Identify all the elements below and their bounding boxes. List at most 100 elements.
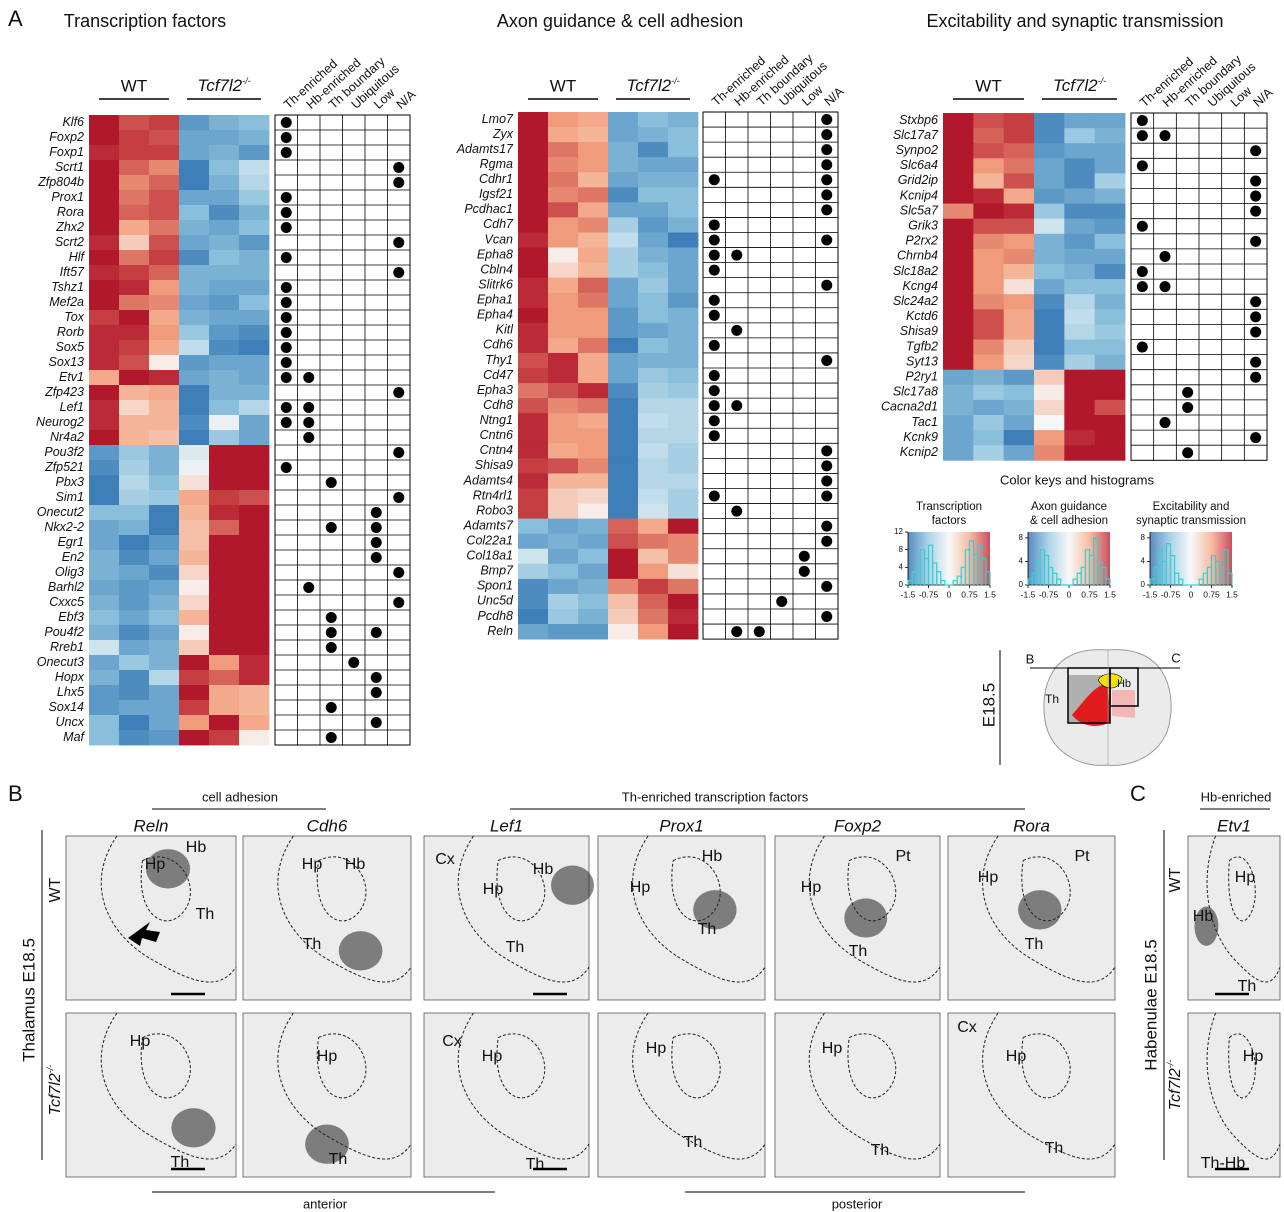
region-label: Hp: [483, 881, 504, 898]
heat-cell: [179, 280, 209, 295]
heat-cell: [179, 265, 209, 280]
heat-cell: [209, 250, 239, 265]
gene-label: Scrt1: [55, 160, 84, 174]
heat-cell: [209, 160, 239, 175]
region-label: Hp: [978, 869, 999, 886]
heat-cell: [973, 324, 1004, 340]
dot: [393, 597, 404, 608]
group-header: Hb-enriched: [1201, 789, 1272, 804]
dot: [303, 432, 314, 443]
gene-label: Adamts17: [456, 142, 514, 156]
gene-label: Zfp521: [44, 460, 84, 474]
heat-cell: [1095, 294, 1126, 310]
dot: [281, 327, 292, 338]
heat-cell: [668, 157, 698, 172]
gene-label: Barhl2: [48, 580, 84, 594]
gene-label: Sox14: [49, 700, 84, 714]
heat-cell: [1064, 189, 1095, 205]
region-label: Cx: [957, 1019, 977, 1036]
gene-label: Olig3: [55, 565, 84, 579]
gene-label: Kcng4: [903, 279, 938, 293]
heat-cell: [89, 295, 119, 310]
heat-cell: [149, 190, 179, 205]
heat-cell: [548, 232, 578, 247]
heat-cell: [179, 355, 209, 370]
heat-cell: [943, 340, 974, 356]
heat-cell: [239, 250, 269, 265]
dot: [281, 342, 292, 353]
heat-cell: [608, 504, 638, 519]
dot: [709, 235, 720, 246]
heat-cell: [179, 160, 209, 175]
dot: [393, 387, 404, 398]
region-label: Th: [196, 906, 215, 923]
thalamus-ko-region: [1112, 690, 1135, 718]
heat-cell: [608, 308, 638, 323]
figure: A B C Color keys and histograms Transcri…: [0, 0, 1284, 1212]
dot: [709, 415, 720, 426]
heat-cell: [973, 264, 1004, 280]
region-label: Pt: [1074, 848, 1090, 865]
gene-label: Kcnip4: [900, 188, 938, 202]
heat-cell: [518, 157, 548, 172]
heat-cell: [1095, 204, 1126, 220]
heat-cell: [1004, 249, 1035, 265]
heat-cell: [119, 535, 149, 550]
heat-cell: [209, 565, 239, 580]
dot: [821, 235, 832, 246]
dot: [1137, 160, 1148, 171]
dot: [1250, 432, 1261, 443]
y-tick-label: 12: [894, 527, 903, 536]
heat-cell: [209, 520, 239, 535]
gene-label: Pou3f2: [44, 445, 84, 459]
ko-gene: Tcf7l2: [626, 76, 671, 95]
heat-cell: [638, 428, 668, 443]
dot: [371, 507, 382, 518]
heat-cell: [179, 595, 209, 610]
region-label: Th: [1238, 978, 1257, 995]
gene-label: Scrt2: [55, 235, 84, 249]
gene-label: Rgma: [480, 157, 513, 171]
heat-cell: [1034, 279, 1065, 295]
heat-cell: [973, 143, 1004, 159]
heat-cell: [638, 534, 668, 549]
gene-label: Adamts7: [463, 518, 514, 532]
dot: [709, 400, 720, 411]
dot: [281, 192, 292, 203]
heat-cell: [518, 428, 548, 443]
heat-cell: [1095, 340, 1126, 356]
heat-cell: [149, 730, 179, 745]
region-label: Th: [329, 1151, 348, 1168]
gene-label: Epha8: [477, 247, 513, 261]
heat-cell: [973, 158, 1004, 174]
heat-cell: [518, 142, 548, 157]
dot: [281, 252, 292, 263]
heat-cell: [608, 549, 638, 564]
heat-cell: [1034, 340, 1065, 356]
heat-cell: [239, 295, 269, 310]
gene-label: Cdhr1: [479, 172, 513, 186]
heat-cell: [149, 430, 179, 445]
heat-cell: [1095, 385, 1126, 401]
heat-cell: [518, 624, 548, 639]
dot: [281, 357, 292, 368]
heat-cell: [548, 413, 578, 428]
heat-cell: [668, 443, 698, 458]
dot: [393, 267, 404, 278]
gene-label: Mef2a: [49, 295, 84, 309]
dot: [821, 445, 832, 456]
region-label: Hb: [186, 839, 207, 856]
heat-cell: [638, 353, 668, 368]
heat-cell: [209, 370, 239, 385]
heat-cell: [668, 202, 698, 217]
gene-name: Lef1: [490, 816, 523, 835]
gene-label: Zhx2: [55, 220, 84, 234]
heat-cell: [89, 325, 119, 340]
ko-gene: Tcf7l2: [47, 1073, 64, 1115]
dot: [281, 207, 292, 218]
heat-cell: [149, 280, 179, 295]
heat-cell: [89, 475, 119, 490]
heat-cell: [149, 415, 179, 430]
heat-cell: [668, 504, 698, 519]
dot: [1250, 311, 1261, 322]
